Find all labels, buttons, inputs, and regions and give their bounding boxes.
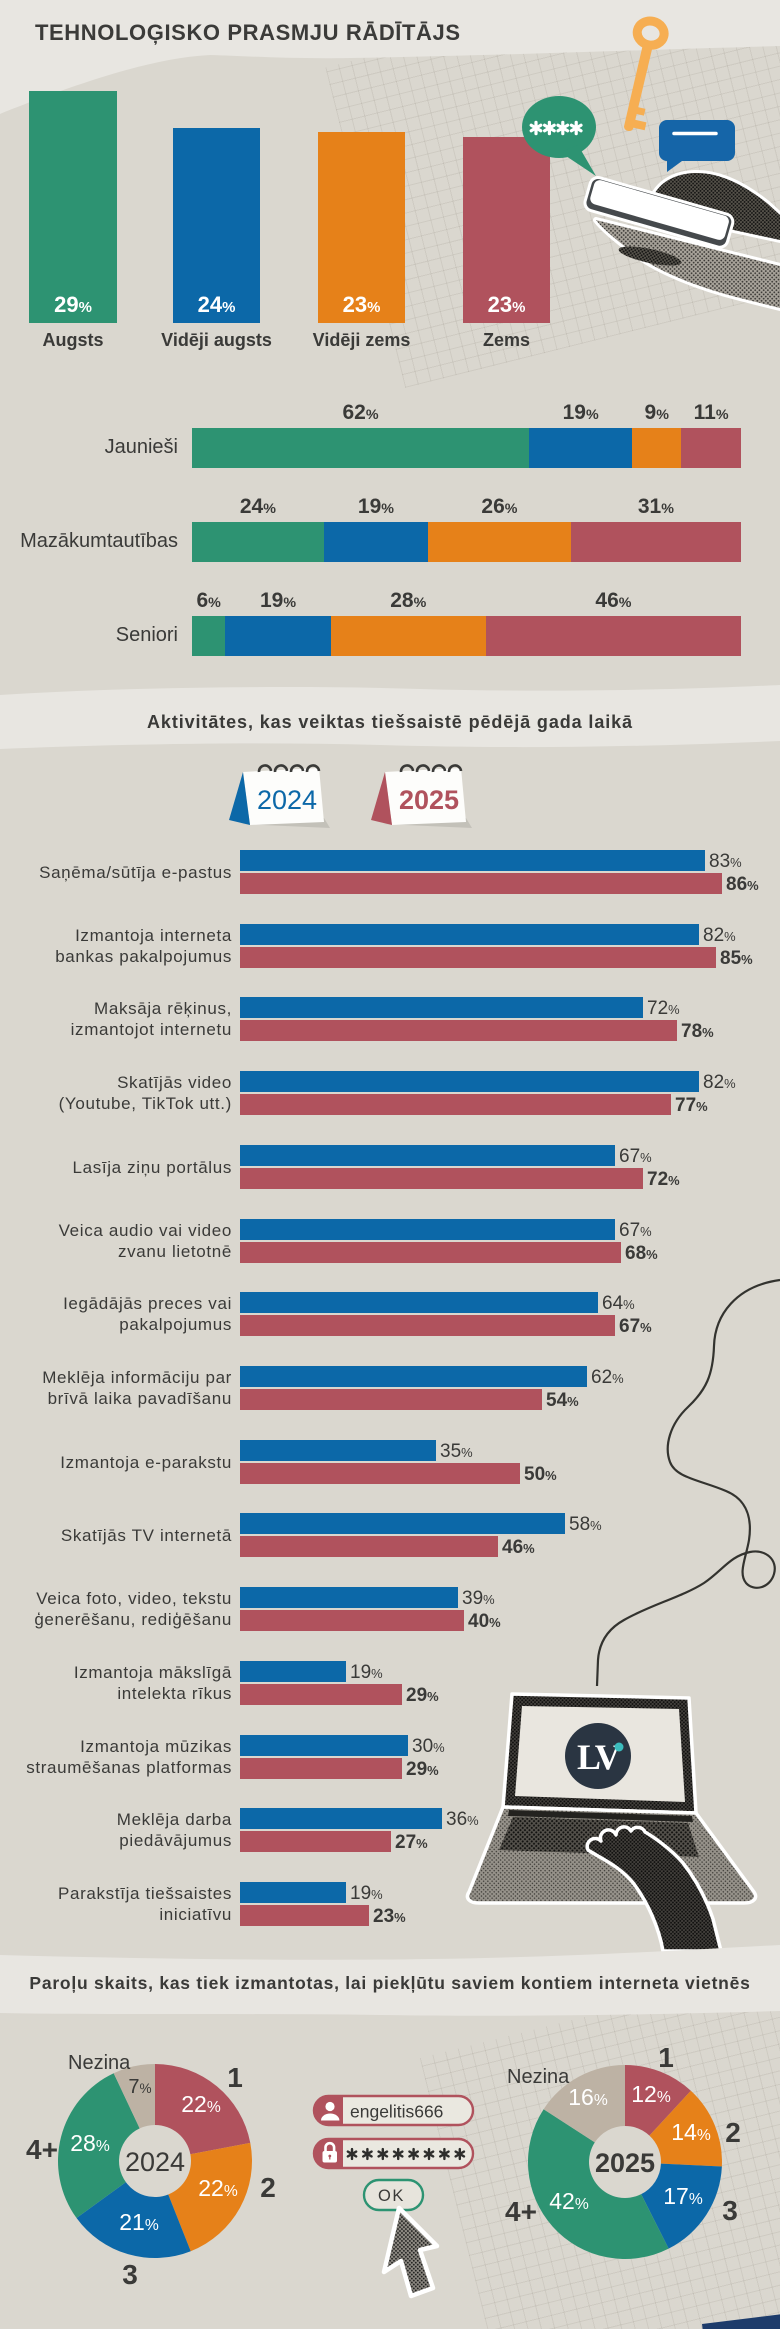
svg-text:OK: OK [378, 2187, 405, 2205]
svg-text:LV: LV [577, 1737, 621, 1777]
svg-text:2024: 2024 [257, 785, 317, 815]
svg-text:engelitis666: engelitis666 [350, 2102, 443, 2122]
svg-text:2025: 2025 [399, 785, 459, 815]
